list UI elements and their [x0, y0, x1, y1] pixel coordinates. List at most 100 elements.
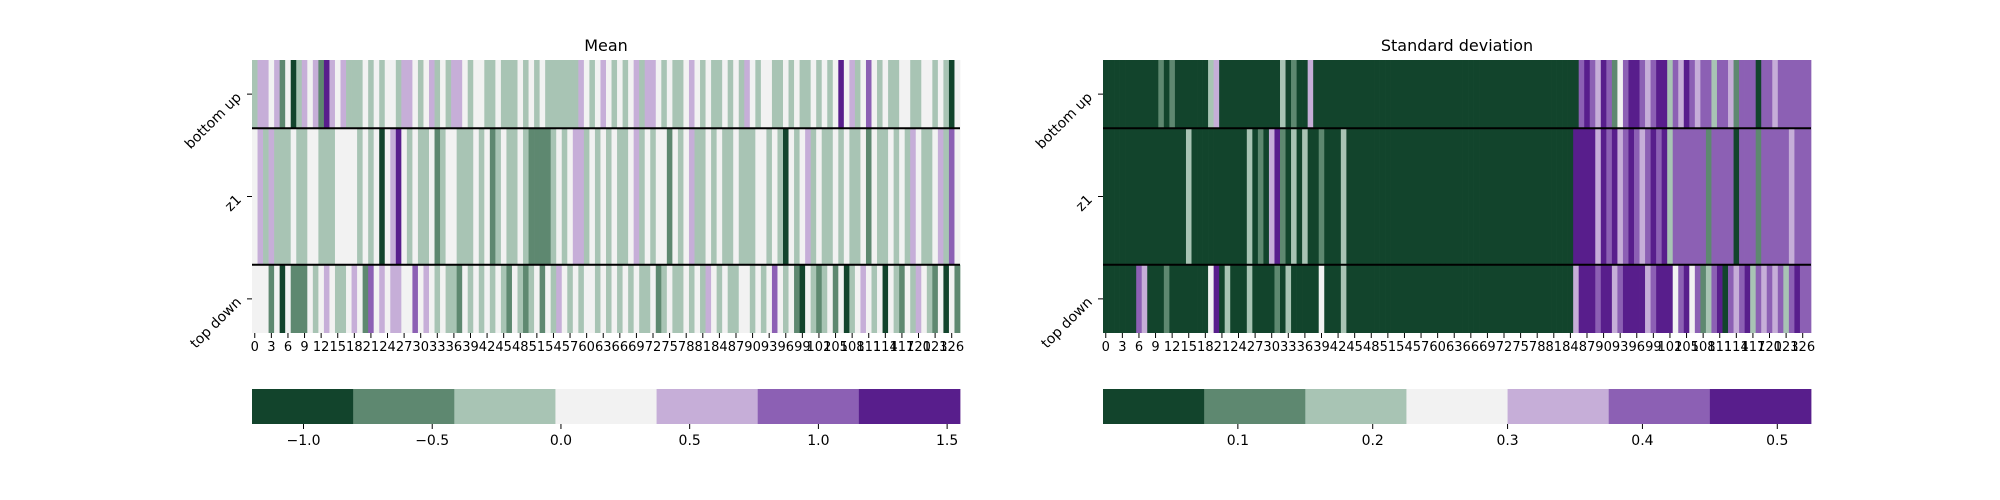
- heatmap-cell: [1479, 128, 1486, 265]
- heatmap-cell: [1534, 60, 1541, 129]
- heatmap-cell: [1799, 128, 1806, 265]
- colorbar: 0.1 0.2 0.3 0.4 0.5: [1103, 389, 1812, 449]
- heatmap-cell: [1545, 60, 1552, 129]
- heatmap-cell: [290, 128, 297, 265]
- x-tick-label: 69: [1479, 340, 1496, 355]
- heatmap-cell: [1108, 60, 1115, 129]
- heatmap-cell: [373, 264, 380, 333]
- heatmap-cell: [323, 128, 330, 265]
- heatmap-cell: [700, 264, 706, 333]
- heatmap-cell: [550, 128, 557, 265]
- heatmap-cell: [1462, 264, 1469, 333]
- heatmap-cell: [340, 264, 347, 333]
- x-tick-label: 9: [300, 340, 308, 355]
- heatmap-cell: [1130, 264, 1137, 333]
- heatmap-cell: [1705, 60, 1712, 129]
- heatmap-cell: [849, 264, 856, 333]
- heatmap-cell: [1451, 128, 1458, 265]
- x-tick-label: 6: [284, 340, 292, 355]
- heatmap-cell: [1457, 60, 1463, 129]
- heatmap-cell: [1224, 264, 1231, 333]
- heatmap-cell: [1755, 60, 1762, 129]
- heatmap-cell: [1114, 128, 1120, 265]
- heatmap-cell: [263, 128, 269, 265]
- heatmap-cell: [412, 128, 419, 265]
- heatmap-cell: [1213, 128, 1220, 265]
- heatmap-cell: [794, 128, 800, 265]
- heatmap-cell: [1180, 264, 1187, 333]
- x-tick-label: 54: [1396, 340, 1413, 355]
- heatmap-cell: [545, 264, 552, 333]
- heatmap-cell: [1755, 264, 1762, 333]
- heatmap-cell: [1307, 128, 1314, 265]
- heatmap-cell: [760, 264, 767, 333]
- heatmap-cell: [694, 264, 701, 333]
- heatmap-cell: [334, 60, 341, 129]
- heatmap-cell: [622, 60, 629, 129]
- x-tick-label: 90: [1595, 340, 1612, 355]
- heatmap-cell: [749, 128, 756, 265]
- heatmap-cell: [506, 264, 513, 333]
- heatmap-cell: [523, 60, 529, 129]
- heatmap-cell: [843, 264, 850, 333]
- heatmap-cell: [755, 264, 762, 333]
- heatmap-cell: [1711, 264, 1718, 333]
- heatmap-cell: [1307, 264, 1314, 333]
- heatmap-cell: [1783, 60, 1790, 129]
- heatmap-cell: [406, 128, 413, 265]
- heatmap-cell: [539, 264, 546, 333]
- heatmap-cell: [1379, 128, 1386, 265]
- heatmap-cell: [1429, 60, 1436, 129]
- heatmap-cell: [611, 264, 618, 333]
- x-tick-label: 42: [479, 340, 496, 355]
- x-tick-label: 60: [1429, 340, 1446, 355]
- heatmap-cell: [1379, 264, 1386, 333]
- heatmap-cell: [1445, 60, 1452, 129]
- x-tick-label: 111: [1707, 340, 1732, 355]
- heatmap-cell: [1573, 128, 1580, 265]
- heatmap-cell: [1600, 264, 1607, 333]
- heatmap-cell: [1335, 60, 1342, 129]
- heatmap-cell: [484, 264, 491, 333]
- colorbar-bin: [1103, 389, 1205, 424]
- heatmap-cell: [611, 128, 618, 265]
- heatmap-cell: [1468, 264, 1474, 333]
- heatmap-cell: [1545, 128, 1552, 265]
- heatmap-cell: [1766, 264, 1773, 333]
- heatmap-cell: [578, 128, 585, 265]
- heatmap-cell: [744, 60, 751, 129]
- heatmap-cell: [495, 60, 502, 129]
- heatmap-cell: [1722, 264, 1729, 333]
- heatmap-cell: [1573, 60, 1580, 129]
- heatmap-cell: [666, 264, 673, 333]
- heatmap-cell: [1390, 264, 1397, 333]
- heatmap-cell: [1280, 128, 1286, 265]
- heatmap-cell: [854, 264, 861, 333]
- heatmap-cell: [1634, 264, 1640, 333]
- heatmap-cell: [783, 128, 789, 265]
- heatmap-cell: [296, 60, 303, 129]
- heatmap-cell: [1788, 60, 1795, 129]
- heatmap-cell: [1268, 264, 1275, 333]
- heatmap-cell: [910, 60, 917, 129]
- heatmap-cell: [838, 60, 845, 129]
- heatmap-cell: [810, 60, 817, 129]
- heatmap-cell: [489, 128, 496, 265]
- heatmap-cell: [1766, 60, 1773, 129]
- heatmap-cell: [406, 60, 413, 129]
- heatmap-cell: [1440, 264, 1447, 333]
- x-tick-label: 87: [1579, 340, 1596, 355]
- heatmap-cell: [334, 264, 341, 333]
- heatmap-cell: [1600, 60, 1607, 129]
- heatmap-cell: [1479, 264, 1486, 333]
- heatmap-cell: [357, 60, 363, 129]
- x-tick-label: 111: [856, 340, 881, 355]
- x-tick-label: 93: [1612, 340, 1629, 355]
- heatmap-cell: [1130, 128, 1137, 265]
- colorbar-tick-label: −0.5: [415, 433, 449, 449]
- heatmap-cell: [1241, 128, 1248, 265]
- heatmap-cell: [1512, 264, 1519, 333]
- heatmap-cell: [865, 128, 872, 265]
- x-tick-label: 84: [711, 340, 728, 355]
